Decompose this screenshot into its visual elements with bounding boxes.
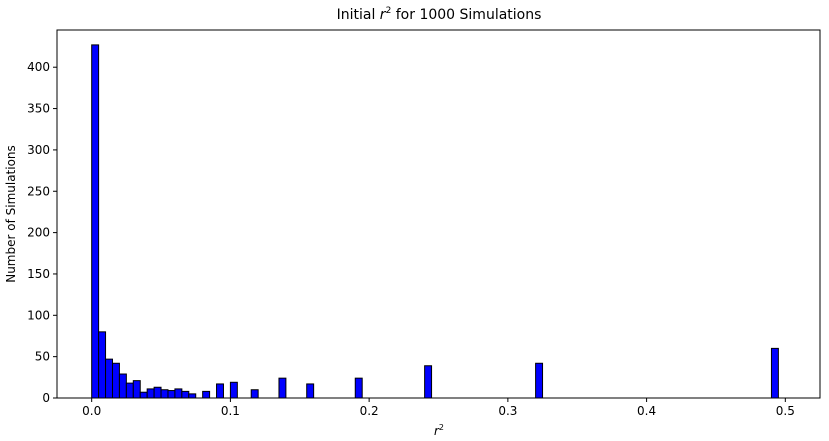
histogram-bar <box>98 331 107 399</box>
chart-title-suffix: for 1000 Simulations <box>391 7 541 23</box>
x-axis-ticks: 0.0 0.1 0.2 0.3 0.4 0.5 <box>82 398 795 418</box>
histogram-bar <box>153 386 162 399</box>
histogram-bar <box>146 388 155 399</box>
histogram-bar <box>174 388 183 399</box>
y-axis-ticks: 0 50 100 150 200 250 300 350 400 <box>27 60 57 405</box>
histogram-bar <box>535 362 544 399</box>
y-tick-label: 200 <box>27 226 50 240</box>
histogram-bar <box>202 390 211 399</box>
y-tick-label: 300 <box>27 143 50 157</box>
x-axis-label-variable: r <box>434 424 440 438</box>
bars-group <box>91 44 779 399</box>
histogram-bar <box>188 393 197 399</box>
histogram-bar <box>354 377 363 399</box>
x-tick-label: 0.3 <box>498 404 517 418</box>
chart-title-prefix: Initial <box>337 7 380 23</box>
y-tick-label: 0 <box>42 391 50 405</box>
histogram-bar <box>139 391 148 399</box>
y-tick-label: 350 <box>27 102 50 116</box>
y-tick-label: 250 <box>27 184 50 198</box>
histogram-bar <box>216 383 224 399</box>
chart-title: Initial r2 for 1000 Simulations <box>337 6 542 23</box>
x-tick-label: 0.5 <box>776 404 795 418</box>
x-tick-label: 0.4 <box>637 404 656 418</box>
histogram-bar <box>125 382 134 399</box>
y-tick-label: 150 <box>27 267 50 281</box>
histogram-bar <box>181 390 190 399</box>
x-tick-label: 0.2 <box>360 404 379 418</box>
histogram-bar <box>424 365 433 399</box>
x-tick-label: 0.0 <box>82 404 101 418</box>
histogram-bar <box>118 373 127 399</box>
y-tick-label: 400 <box>27 60 50 74</box>
histogram-bar <box>229 381 238 399</box>
histogram-bar <box>160 389 169 399</box>
y-tick-label: 50 <box>35 350 50 364</box>
histogram-bar <box>91 44 100 399</box>
histogram-bar <box>111 362 120 399</box>
y-tick-label: 100 <box>27 308 50 322</box>
plot-frame <box>56 29 821 399</box>
histogram-bar <box>770 347 779 399</box>
x-axis-label-superscript: 2 <box>439 423 444 432</box>
histogram-bar <box>167 390 176 399</box>
y-axis-label: Number of Simulations <box>4 145 18 283</box>
histogram-bar <box>105 358 113 399</box>
histogram-bar <box>250 389 259 399</box>
x-axis-label: r2 <box>434 423 444 438</box>
chart-title-superscript: 2 <box>386 6 392 16</box>
x-tick-label: 0.1 <box>221 404 240 418</box>
histogram-bar <box>132 380 141 399</box>
chart-title-variable: r <box>380 7 387 23</box>
histogram-bar <box>306 383 315 399</box>
histogram-bar <box>278 377 287 399</box>
